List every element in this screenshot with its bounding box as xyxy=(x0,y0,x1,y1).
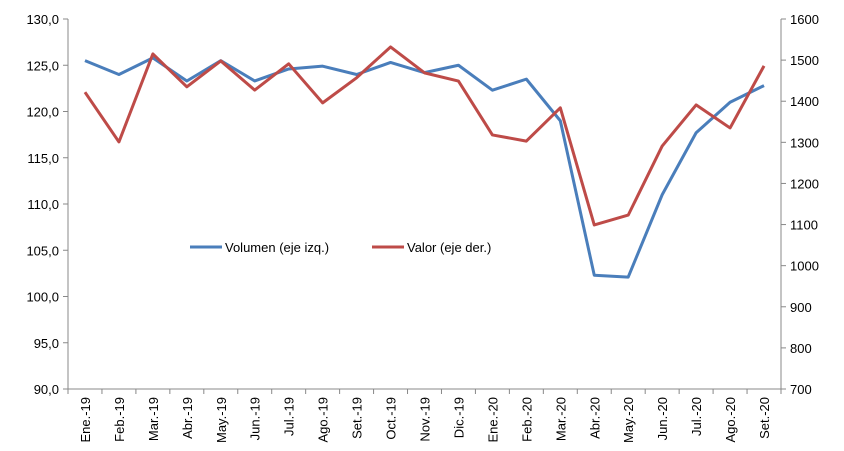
y2-tick-label: 1500 xyxy=(790,53,819,68)
x-tick-label: Ago.-20 xyxy=(723,397,738,443)
legend-label: Valor (eje der.) xyxy=(407,240,491,255)
x-tick-label: Oct.-19 xyxy=(384,397,399,440)
series-line xyxy=(83,45,766,227)
y-tick-label: 125,0 xyxy=(26,58,59,73)
y2-tick-label: 1400 xyxy=(790,94,819,109)
x-tick-label: Set.-20 xyxy=(757,397,772,439)
y2-tick-label: 900 xyxy=(790,300,812,315)
y-tick-label: 90,0 xyxy=(34,382,59,397)
y-tick-label: 120,0 xyxy=(26,105,59,120)
y2-tick-label: 1000 xyxy=(790,259,819,274)
y2-tick-label: 1600 xyxy=(790,12,819,27)
y2-tick-label: 700 xyxy=(790,382,812,397)
x-tick-label: Mar.-19 xyxy=(146,397,161,441)
x-tick-label: May.-19 xyxy=(214,397,229,443)
y2-tick-label: 1300 xyxy=(790,135,819,150)
x-tick-label: Set.-19 xyxy=(350,397,365,439)
x-tick-label: Jun.-20 xyxy=(655,397,670,440)
x-tick-label: May.-20 xyxy=(621,397,636,443)
x-tick-label: Ene.-20 xyxy=(485,397,500,443)
x-tick-label: Abr.-19 xyxy=(180,397,195,439)
x-tick-label: Jul.-19 xyxy=(282,397,297,436)
legend-label: Volumen (eje izq.) xyxy=(225,240,329,255)
y2-tick-label: 1100 xyxy=(790,218,818,233)
y-tick-label: 110,0 xyxy=(27,197,59,212)
x-tick-label: Ene.-19 xyxy=(78,397,93,443)
x-tick-label: Jul.-20 xyxy=(689,397,704,436)
x-tick-label: Feb.-19 xyxy=(112,397,127,442)
x-tick-label: Dic.-19 xyxy=(451,397,466,438)
x-tick-label: Abr.-20 xyxy=(587,397,602,439)
x-tick-label: Jun.-19 xyxy=(248,397,263,440)
y-tick-label: 105,0 xyxy=(26,243,59,258)
y-tick-label: 115,0 xyxy=(27,151,59,166)
x-tick-label: Nov.-19 xyxy=(418,397,433,442)
y-tick-label: 100,0 xyxy=(26,290,59,305)
y-tick-label: 95,0 xyxy=(34,336,59,351)
y-tick-label: 130,0 xyxy=(26,12,59,27)
x-tick-label: Ago.-19 xyxy=(316,397,331,443)
x-tick-label: Mar.-20 xyxy=(553,397,568,441)
y2-tick-label: 800 xyxy=(790,341,812,356)
y2-tick-label: 1200 xyxy=(790,176,819,191)
x-tick-label: Feb.-20 xyxy=(519,397,534,442)
